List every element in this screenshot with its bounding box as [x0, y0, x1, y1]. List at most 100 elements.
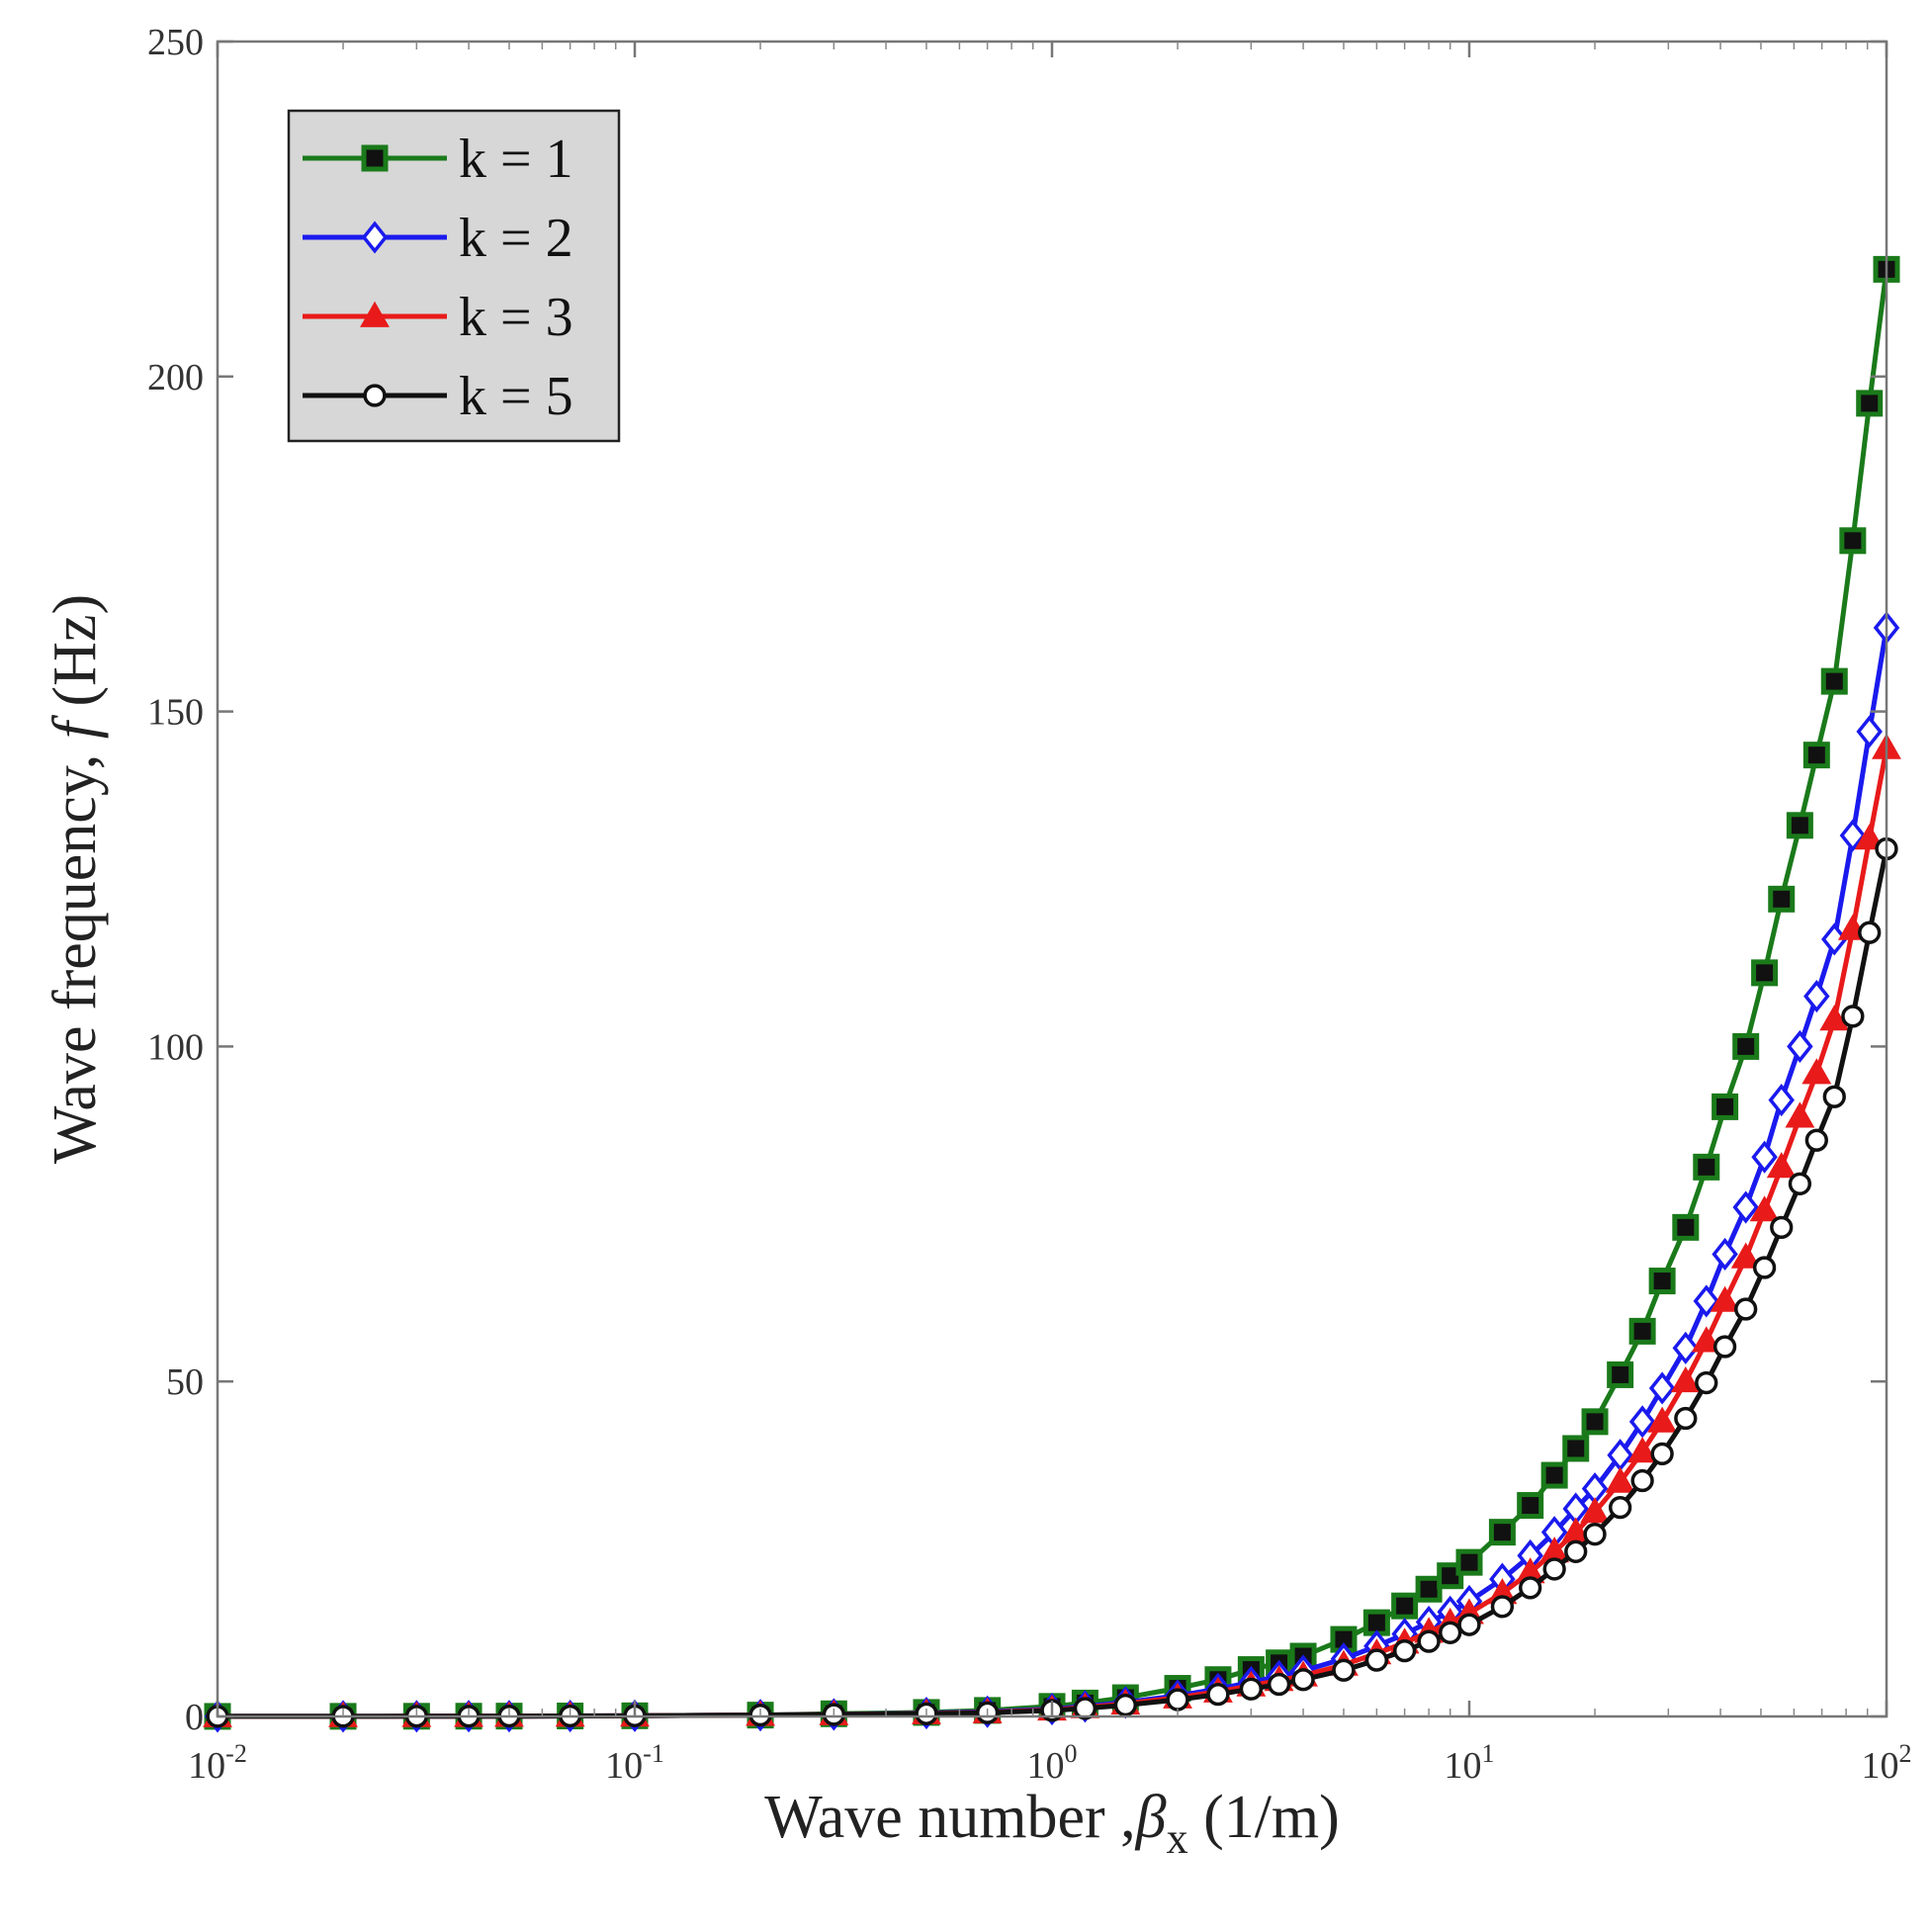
data-point: [1647, 1406, 1678, 1433]
legend-entry: k = 5: [303, 366, 573, 427]
data-point: [1564, 1539, 1588, 1563]
data-point: [1628, 1317, 1656, 1345]
data-point: [1751, 959, 1779, 987]
data-point: [1841, 1005, 1865, 1028]
data-point: [1415, 1575, 1443, 1603]
data-point: [1648, 1268, 1676, 1295]
y-axis: 0 50 100 150 200 250: [147, 22, 1887, 1738]
data-point: [1730, 1242, 1761, 1269]
data-point: [1752, 1256, 1777, 1279]
data-point: [1332, 1658, 1356, 1682]
series-4: [206, 836, 1898, 1728]
y-tick-label: 0: [185, 1697, 204, 1738]
x-tick-exponent: 2: [1899, 1739, 1912, 1768]
data-point: [1712, 1093, 1739, 1120]
x-axis: 10-2 10-1 100 101 102: [188, 42, 1912, 1787]
x-axis-title-symbol: β: [1135, 1784, 1167, 1851]
x-tick-exponent: -2: [225, 1739, 247, 1768]
data-point: [1819, 1005, 1850, 1031]
legend-label: k = 5: [459, 366, 573, 427]
data-point: [1674, 1406, 1698, 1431]
data-point: [1856, 390, 1884, 417]
data-point: [1858, 921, 1882, 944]
x-tick-label: 101: [1445, 1739, 1495, 1787]
y-tick-label: 100: [147, 1026, 204, 1068]
data-point: [1693, 1153, 1720, 1181]
data-point: [1267, 1672, 1291, 1697]
data-point: [1580, 1497, 1610, 1524]
legend-label: k = 2: [459, 208, 573, 269]
data-point: [1712, 1237, 1738, 1272]
data-point: [1786, 812, 1813, 839]
data-point: [1770, 1215, 1794, 1240]
data-point: [1628, 1405, 1656, 1439]
data-point: [1734, 1297, 1758, 1321]
data-point: [1391, 1592, 1419, 1620]
x-tick-base: 10: [605, 1745, 643, 1787]
y-tick-label: 50: [166, 1361, 204, 1403]
data-point: [1490, 1595, 1515, 1619]
legend-box: [287, 109, 621, 443]
data-point: [1672, 1213, 1700, 1241]
data-point: [1291, 1668, 1315, 1692]
legend-entry: k = 3: [303, 287, 573, 348]
legend-entry: k = 2: [303, 208, 573, 269]
data-point: [1364, 1648, 1389, 1672]
legend-marker: [361, 144, 389, 172]
data-point: [1839, 819, 1867, 852]
x-tick-exponent: 1: [1482, 1739, 1495, 1768]
data-point: [1695, 1370, 1718, 1395]
x-tick-label: 102: [1862, 1739, 1912, 1787]
data-point: [1768, 885, 1796, 913]
data-point: [1788, 1172, 1812, 1195]
data-point: [1732, 1032, 1760, 1060]
data-point: [1608, 1495, 1632, 1520]
x-axis-title-unit: (1/m): [1188, 1784, 1340, 1851]
data-point: [1113, 1693, 1137, 1717]
data-point: [1785, 1101, 1815, 1128]
x-tick-base: 10: [1445, 1745, 1482, 1787]
data-point: [1672, 1331, 1700, 1364]
data-point: [1206, 1682, 1230, 1707]
data-point: [1540, 1461, 1568, 1489]
data-point: [1710, 1285, 1740, 1312]
data-point: [1488, 1519, 1516, 1546]
data-point: [1839, 527, 1867, 555]
legend-label: k = 3: [459, 287, 573, 348]
data-point: [1650, 1442, 1674, 1466]
x-axis-title: Wave number ,βx (1/m): [764, 1784, 1340, 1863]
legend-marker: [360, 301, 390, 327]
data-point: [1712, 1335, 1737, 1359]
data-point: [1804, 1128, 1828, 1152]
data-point: [1693, 1284, 1720, 1318]
data-point: [1439, 1621, 1462, 1644]
data-point: [1801, 1058, 1832, 1085]
data-point: [1583, 1523, 1607, 1546]
x-tick-base: 10: [188, 1745, 225, 1787]
y-tick-label: 150: [147, 692, 204, 734]
x-tick-label: 10-1: [605, 1739, 664, 1787]
data-point: [1787, 1029, 1813, 1063]
data-point: [1822, 1085, 1846, 1108]
y-tick-label: 200: [147, 357, 204, 398]
y-axis-title-main: Wave frequency,: [42, 739, 109, 1164]
data-point: [1802, 742, 1830, 769]
legend: k = 1 k = 2 k = 3 k = 5: [287, 109, 621, 443]
y-axis-title-unit: (Hz): [42, 594, 109, 722]
data-point: [1803, 980, 1830, 1013]
data-point: [1627, 1437, 1658, 1463]
x-axis-title-subscript: x: [1167, 1814, 1188, 1863]
data-point: [1392, 1638, 1417, 1663]
data-point: [1854, 824, 1885, 850]
data-point: [1562, 1435, 1590, 1462]
data-point: [1457, 1613, 1481, 1636]
legend-label: k = 1: [459, 129, 573, 190]
x-tick-exponent: -1: [643, 1739, 664, 1768]
data-point: [1766, 1152, 1797, 1179]
data-point: [1073, 1697, 1098, 1720]
data-point: [1239, 1677, 1263, 1701]
data-point: [1691, 1326, 1721, 1353]
data-point: [1581, 1408, 1609, 1436]
data-point: [1605, 1466, 1635, 1493]
